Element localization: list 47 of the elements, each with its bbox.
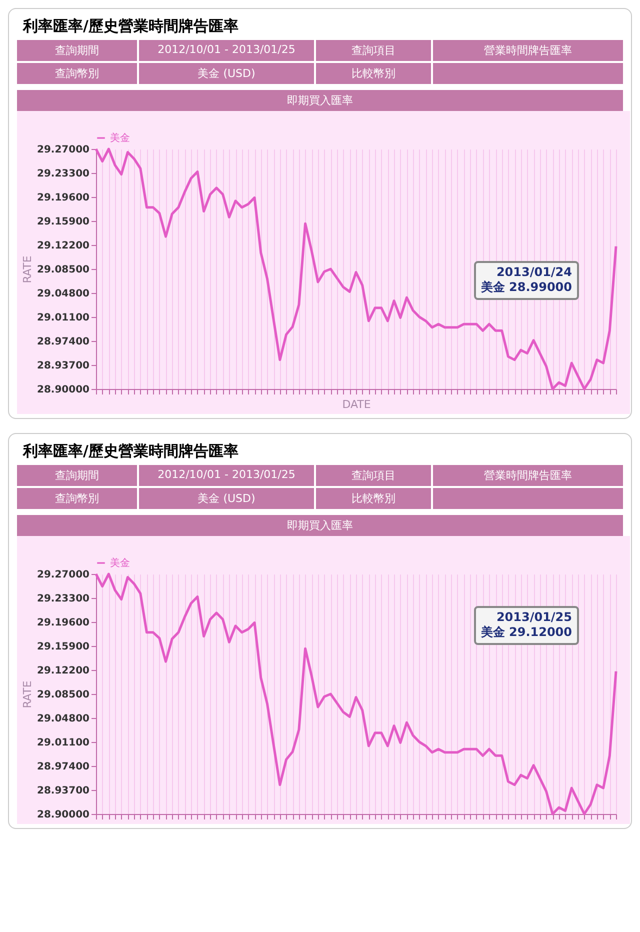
y-tick-label: 28.97400 <box>36 336 90 348</box>
text: 查詢期間 <box>17 465 137 486</box>
chart-title: 利率匯率/歷史營業時間牌告匯率 <box>23 17 240 36</box>
chart-subtitle: 即期買入匯率 <box>17 515 623 536</box>
y-axis-title: RATE <box>20 680 34 708</box>
y-tick-label: 29.04800 <box>36 288 90 300</box>
y-tick-label: 29.27000 <box>36 570 90 580</box>
text: 美金 (USD) <box>139 63 314 84</box>
text: 查詢項目 <box>316 40 431 61</box>
text: 比較幣別 <box>316 488 431 509</box>
y-tick-label: 29.04800 <box>36 714 90 724</box>
text: 2012/10/01 - 2013/01/25 <box>139 465 314 486</box>
text: 查詢項目 <box>316 465 431 486</box>
y-tick-label: 28.90000 <box>36 384 90 396</box>
annotation: 2013/01/25 美金 29.12000 <box>474 606 579 645</box>
y-tick-label: 29.01100 <box>36 738 90 748</box>
y-tick-label: 29.12200 <box>36 240 90 252</box>
legend-label: 美金 <box>110 132 130 144</box>
text: 查詢期間 <box>17 40 137 61</box>
text: 營業時間牌告匯率 <box>433 40 623 61</box>
x-axis-title: DATE <box>342 398 371 411</box>
y-tick-label: 28.93700 <box>36 360 90 372</box>
y-tick-label: 29.08500 <box>36 690 90 700</box>
text: 比較幣別 <box>316 63 431 84</box>
chart-title: 利率匯率/歷史營業時間牌告匯率 <box>23 442 240 461</box>
text: 查詢幣別 <box>17 63 137 84</box>
y-tick-label: 29.08500 <box>36 264 90 276</box>
y-tick-label: 29.15900 <box>36 216 90 228</box>
legend-label: 美金 <box>110 557 130 569</box>
y-tick-label: 29.01100 <box>36 312 90 324</box>
y-tick-label: 28.97400 <box>36 762 90 772</box>
annotation: 2013/01/24 美金 28.99000 <box>474 261 579 300</box>
text: 營業時間牌告匯率 <box>433 465 623 486</box>
chart-subtitle: 即期買入匯率 <box>17 90 623 111</box>
y-tick-label: 28.90000 <box>36 810 90 820</box>
y-tick-label: 29.23300 <box>36 168 90 180</box>
y-tick-label: 29.15900 <box>36 642 90 652</box>
y-axis-title: RATE <box>20 256 34 284</box>
text: 美金 (USD) <box>139 488 314 509</box>
y-tick-label: 29.12200 <box>36 666 90 676</box>
y-tick-label: 29.23300 <box>36 594 90 604</box>
y-tick-label: 29.19600 <box>36 192 90 204</box>
y-tick-label: 29.19600 <box>36 618 90 628</box>
text: 2012/10/01 - 2013/01/25 <box>139 40 314 61</box>
text: 查詢幣別 <box>17 488 137 509</box>
y-tick-label: 29.27000 <box>36 144 90 156</box>
y-tick-label: 28.93700 <box>36 786 90 796</box>
